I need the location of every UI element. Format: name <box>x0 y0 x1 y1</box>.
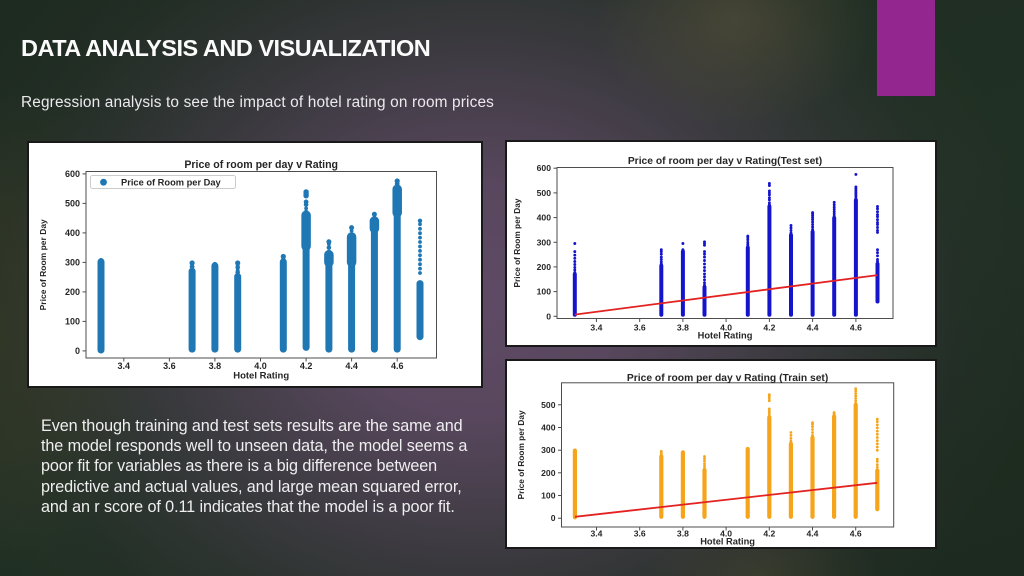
svg-text:4.4: 4.4 <box>807 323 819 333</box>
svg-text:3.4: 3.4 <box>118 361 131 371</box>
svg-text:3.8: 3.8 <box>209 361 222 371</box>
svg-text:100: 100 <box>65 316 80 326</box>
svg-text:4.2: 4.2 <box>763 323 775 333</box>
svg-text:100: 100 <box>537 287 552 297</box>
svg-text:4.6: 4.6 <box>850 529 862 539</box>
svg-text:4.4: 4.4 <box>807 529 819 539</box>
svg-text:3.4: 3.4 <box>591 529 603 539</box>
svg-text:Hotel Rating: Hotel Rating <box>233 371 289 382</box>
svg-text:500: 500 <box>537 188 552 198</box>
svg-text:4.2: 4.2 <box>300 361 313 371</box>
svg-text:0: 0 <box>551 513 556 523</box>
svg-text:600: 600 <box>65 169 80 179</box>
svg-text:100: 100 <box>541 491 556 501</box>
svg-text:Hotel Rating: Hotel Rating <box>698 331 753 341</box>
svg-text:300: 300 <box>537 237 552 247</box>
svg-text:500: 500 <box>65 198 80 208</box>
svg-text:500: 500 <box>541 400 556 410</box>
svg-text:0: 0 <box>546 311 551 321</box>
svg-text:3.8: 3.8 <box>677 529 689 539</box>
svg-text:Price of Room per Day: Price of Room per Day <box>512 198 522 287</box>
svg-text:4.0: 4.0 <box>720 529 732 539</box>
svg-text:200: 200 <box>65 287 80 297</box>
svg-text:4.0: 4.0 <box>720 323 732 333</box>
svg-text:200: 200 <box>541 468 556 478</box>
svg-text:600: 600 <box>537 163 552 173</box>
svg-text:Price of room per day v Rating: Price of room per day v Rating <box>184 159 338 171</box>
svg-text:Price of Room per Day: Price of Room per Day <box>121 178 222 188</box>
svg-text:400: 400 <box>541 423 556 433</box>
svg-text:Price of Room per Day: Price of Room per Day <box>38 219 48 310</box>
svg-text:4.4: 4.4 <box>345 361 358 371</box>
svg-text:300: 300 <box>541 445 556 455</box>
svg-text:3.6: 3.6 <box>163 361 176 371</box>
svg-text:3.6: 3.6 <box>634 529 646 539</box>
svg-text:Hotel Rating: Hotel Rating <box>700 537 755 547</box>
svg-text:3.8: 3.8 <box>677 323 689 333</box>
svg-text:400: 400 <box>537 213 552 223</box>
svg-text:Price of room per day v Rating: Price of room per day v Rating(Test set) <box>628 156 822 167</box>
svg-text:200: 200 <box>537 262 552 272</box>
svg-text:3.6: 3.6 <box>634 323 646 333</box>
svg-text:4.0: 4.0 <box>254 361 267 371</box>
svg-text:Price of Room per Day: Price of Room per Day <box>516 410 526 499</box>
svg-text:400: 400 <box>65 228 80 238</box>
svg-text:4.2: 4.2 <box>763 529 775 539</box>
svg-text:4.6: 4.6 <box>391 361 404 371</box>
svg-text:0: 0 <box>75 346 80 356</box>
svg-text:3.4: 3.4 <box>590 323 602 333</box>
svg-text:4.6: 4.6 <box>850 323 862 333</box>
svg-text:Price of room per day v Rating: Price of room per day v Rating (Train se… <box>627 373 828 384</box>
svg-text:300: 300 <box>65 257 80 267</box>
